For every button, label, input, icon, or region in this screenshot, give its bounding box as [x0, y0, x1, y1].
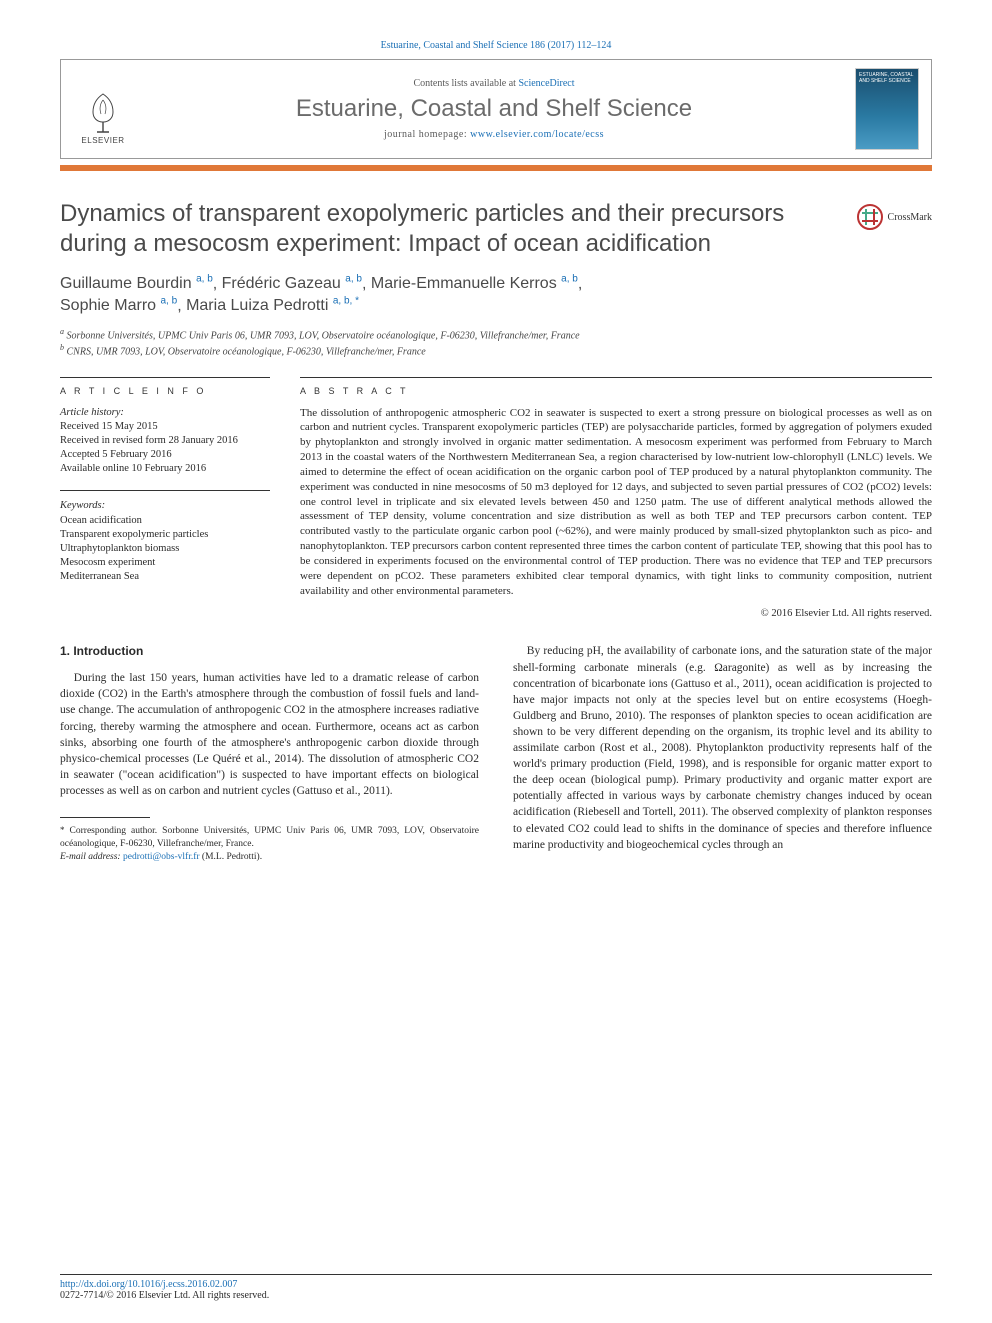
- running-citation: Estuarine, Coastal and Shelf Science 186…: [60, 40, 932, 51]
- crossmark-badge[interactable]: CrossMark: [856, 203, 932, 231]
- orange-divider-bar: [60, 165, 932, 171]
- doi-link[interactable]: http://dx.doi.org/10.1016/j.ecss.2016.02…: [60, 1279, 237, 1290]
- citation-link[interactable]: Estuarine, Coastal and Shelf Science 186…: [381, 40, 612, 51]
- abstract-copyright: © 2016 Elsevier Ltd. All rights reserved…: [300, 608, 932, 619]
- page-footer: http://dx.doi.org/10.1016/j.ecss.2016.02…: [60, 1274, 932, 1301]
- body-paragraph: During the last 150 years, human activit…: [60, 670, 479, 799]
- author: Marie-Emmanuelle Kerros a, b: [371, 275, 578, 292]
- elsevier-tree-icon: [83, 88, 123, 136]
- abstract-text: The dissolution of anthropogenic atmosph…: [300, 406, 932, 599]
- contents-available-line: Contents lists available at ScienceDirec…: [145, 78, 843, 89]
- corresponding-email-link[interactable]: pedrotti@obs-vlfr.fr: [123, 852, 200, 862]
- abstract-head: A B S T R A C T: [300, 377, 932, 396]
- author: Guillaume Bourdin a, b: [60, 275, 213, 292]
- keywords-block: Keywords: Ocean acidification Transparen…: [60, 499, 270, 584]
- intro-heading: 1. Introduction: [60, 643, 479, 660]
- affiliations: a Sorbonne Universités, UPMC Univ Paris …: [60, 327, 932, 359]
- author: Maria Luiza Pedrotti a, b, *: [186, 297, 359, 314]
- body-col-right: By reducing pH, the availability of carb…: [513, 643, 932, 863]
- cover-title: ESTUARINE, COASTAL AND SHELF SCIENCE: [856, 69, 918, 88]
- author-list: Guillaume Bourdin a, b, Frédéric Gazeau …: [60, 273, 932, 317]
- journal-homepage-link[interactable]: www.elsevier.com/locate/ecss: [470, 129, 604, 140]
- journal-homepage-line: journal homepage: www.elsevier.com/locat…: [145, 129, 843, 140]
- elsevier-logo[interactable]: ELSEVIER: [73, 73, 133, 145]
- author: Sophie Marro a, b: [60, 297, 177, 314]
- footer-rights: 0272-7714/© 2016 Elsevier Ltd. All right…: [60, 1290, 932, 1301]
- journal-cover-thumbnail[interactable]: ESTUARINE, COASTAL AND SHELF SCIENCE: [855, 68, 919, 150]
- crossmark-icon: [856, 203, 884, 231]
- footnote-rule: [60, 817, 150, 818]
- elsevier-wordmark: ELSEVIER: [81, 136, 124, 145]
- crossmark-label: CrossMark: [888, 212, 932, 223]
- sciencedirect-link[interactable]: ScienceDirect: [518, 78, 574, 89]
- corresponding-footnote: * Corresponding author. Sorbonne Univers…: [60, 824, 479, 863]
- body-col-left: 1. Introduction During the last 150 year…: [60, 643, 479, 863]
- author: Frédéric Gazeau a, b: [222, 275, 362, 292]
- article-info-column: A R T I C L E I N F O Article history: R…: [60, 377, 270, 620]
- article-info-head: A R T I C L E I N F O: [60, 377, 270, 396]
- journal-name: Estuarine, Coastal and Shelf Science: [145, 95, 843, 123]
- journal-header-box: ELSEVIER Contents lists available at Sci…: [60, 59, 932, 159]
- body-paragraph: By reducing pH, the availability of carb…: [513, 643, 932, 852]
- article-title: Dynamics of transparent exopolymeric par…: [60, 199, 836, 259]
- abstract-column: A B S T R A C T The dissolution of anthr…: [300, 377, 932, 620]
- keywords-rule: [60, 490, 270, 491]
- article-history: Article history: Received 15 May 2015 Re…: [60, 406, 270, 477]
- footer-rule: [60, 1274, 932, 1275]
